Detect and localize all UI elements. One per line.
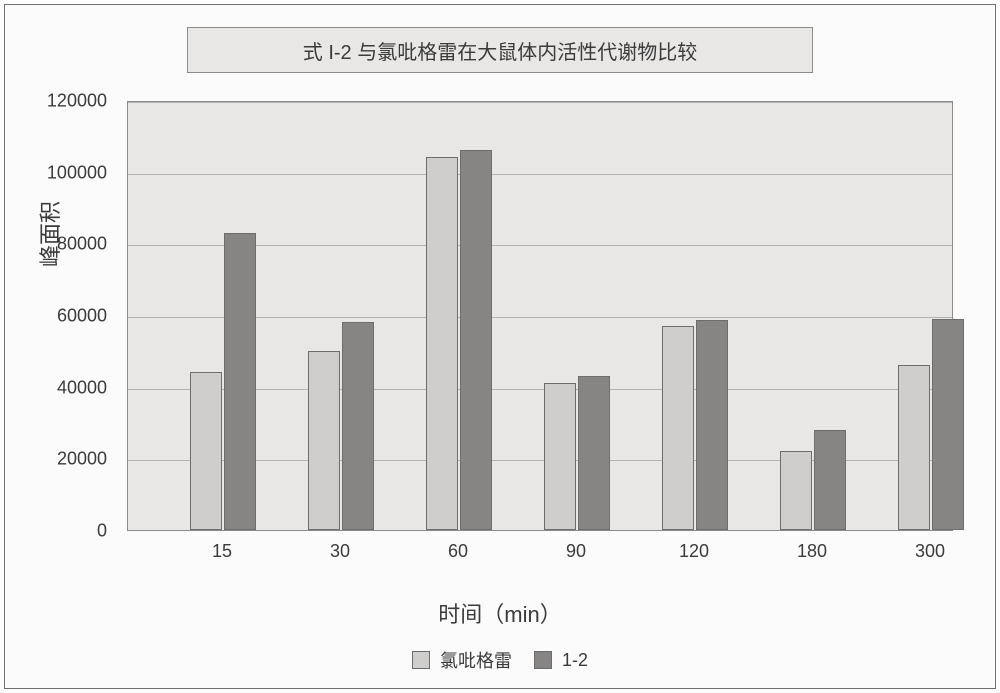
y-tick-label: 100000	[37, 162, 107, 183]
gridline	[128, 174, 952, 175]
bar-series-a	[426, 157, 458, 530]
x-tick-label: 180	[772, 541, 852, 562]
bar-series-a	[780, 451, 812, 530]
legend-swatch-series-b	[534, 651, 552, 669]
bar-series-a	[544, 383, 576, 530]
x-tick-label: 90	[536, 541, 616, 562]
x-tick-label: 300	[890, 541, 970, 562]
y-tick-label: 60000	[37, 306, 107, 327]
legend-label-series-a: 氯吡格雷	[440, 647, 512, 673]
x-tick-label: 30	[300, 541, 380, 562]
gridline	[128, 102, 952, 103]
chart-title: 式 I-2 与氯吡格雷在大鼠体内活性代谢物比较	[303, 36, 697, 65]
plot-area	[127, 101, 953, 531]
y-tick-label: 120000	[37, 91, 107, 112]
x-axis-label: 时间（min）	[17, 597, 983, 629]
legend-label-series-b: 1-2	[562, 650, 588, 671]
chart-outer-frame: 式 I-2 与氯吡格雷在大鼠体内活性代谢物比较 峰面积 020000400006…	[4, 4, 996, 689]
legend: 氯吡格雷 1-2	[412, 647, 588, 673]
legend-item-series-b: 1-2	[534, 650, 588, 671]
bar-series-b	[696, 320, 728, 530]
x-tick-label: 60	[418, 541, 498, 562]
bar-series-b	[814, 430, 846, 530]
chart-title-box: 式 I-2 与氯吡格雷在大鼠体内活性代谢物比较	[187, 27, 813, 73]
y-tick-label: 20000	[37, 449, 107, 470]
bar-series-b	[932, 319, 964, 530]
x-tick-label: 120	[654, 541, 734, 562]
y-tick-label: 0	[37, 521, 107, 542]
bar-series-b	[460, 150, 492, 530]
bar-series-a	[190, 372, 222, 530]
bar-series-a	[308, 351, 340, 530]
bar-series-b	[342, 322, 374, 530]
legend-item-series-a: 氯吡格雷	[412, 647, 512, 673]
legend-swatch-series-a	[412, 651, 430, 669]
chart-inner-frame: 式 I-2 与氯吡格雷在大鼠体内活性代谢物比较 峰面积 020000400006…	[17, 17, 983, 676]
x-tick-label: 15	[182, 541, 262, 562]
bar-series-a	[898, 365, 930, 530]
bar-series-b	[224, 233, 256, 530]
y-tick-label: 80000	[37, 234, 107, 255]
y-tick-label: 40000	[37, 377, 107, 398]
bar-series-b	[578, 376, 610, 530]
bar-series-a	[662, 326, 694, 530]
